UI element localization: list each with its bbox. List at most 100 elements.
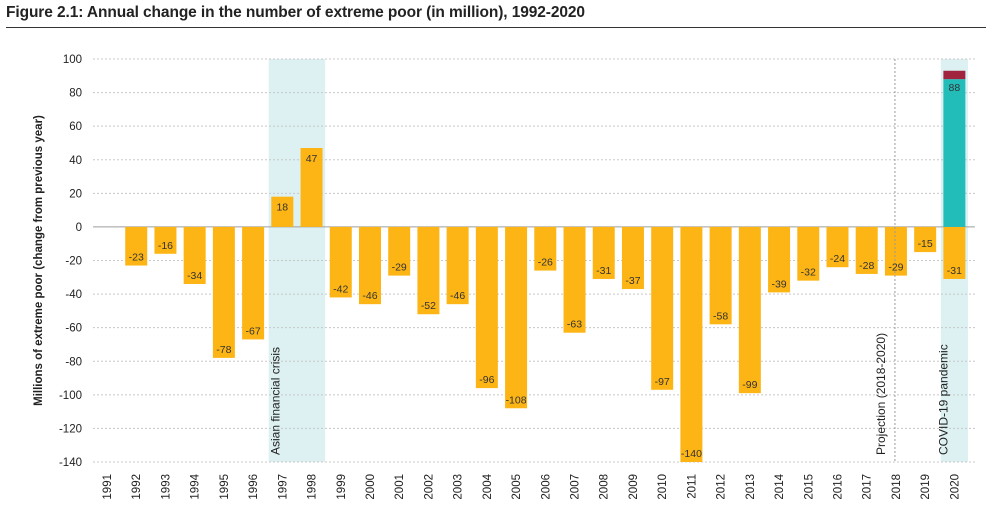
x-tick-label-1996: 1996: [248, 474, 260, 500]
bar-2002: [417, 226, 440, 315]
bar-2010: [651, 226, 674, 390]
x-axis: 1991 1992 1993 1994 1995 1996 1997 1998 1999 2000…: [102, 473, 961, 499]
y-tick-label: 40: [69, 155, 82, 167]
gridlines: [93, 58, 975, 463]
y-tick-label: -80: [65, 356, 82, 368]
value-label-2008: -31: [596, 265, 611, 277]
title-rule: [6, 27, 986, 28]
x-tick-label-1993: 1993: [160, 474, 172, 500]
bar-2004: [475, 226, 498, 389]
bar-2012: [709, 226, 732, 325]
bar-2013: [738, 226, 761, 394]
value-label-2003: -46: [450, 290, 465, 302]
x-tick-label-1997: 1997: [277, 474, 289, 500]
x-tick-label-2020: 2020: [949, 474, 961, 500]
value-label-2009: -37: [625, 275, 640, 287]
y-tick-label: -140: [59, 457, 82, 469]
y-tick-label: 80: [69, 88, 82, 100]
value-label-2002: -52: [421, 300, 436, 312]
x-tick-label-2008: 2008: [599, 474, 611, 500]
value-label-2012: -58: [713, 310, 728, 322]
bar-1992: [125, 226, 148, 266]
x-tick-label-2011: 2011: [686, 474, 698, 499]
bar-2016: [826, 226, 849, 268]
bar-2008: [592, 226, 615, 279]
y-tick-label: 60: [69, 121, 82, 133]
bar-2018: [884, 226, 907, 276]
x-tick-label-1992: 1992: [131, 474, 143, 500]
value-label-2016: -24: [830, 253, 845, 265]
bar-2000: [358, 226, 381, 305]
x-tick-label-2006: 2006: [540, 474, 552, 500]
value-label-1996: -67: [246, 325, 261, 337]
x-tick-label-1998: 1998: [307, 474, 319, 500]
x-tick-label-1999: 1999: [336, 474, 348, 500]
x-tick-label-2016: 2016: [833, 474, 845, 500]
x-tick-label-2009: 2009: [628, 474, 640, 500]
bar-2015: [797, 226, 820, 281]
value-label-2015: -32: [801, 267, 816, 279]
annotation-asian-crisis: Asian financial crisis: [268, 347, 282, 455]
bar-2014: [768, 226, 791, 293]
x-tick-label-2012: 2012: [716, 474, 728, 500]
y-axis-title: Millions of extreme poor (change from pr…: [33, 115, 45, 406]
x-tick-label-2013: 2013: [745, 474, 757, 500]
x-tick-label-1995: 1995: [219, 474, 231, 500]
y-tick-label: -40: [65, 289, 82, 301]
bar-2003: [446, 226, 469, 305]
value-label-1994: -34: [187, 270, 202, 282]
y-tick-label: 20: [69, 188, 82, 200]
annotation-covid: COVID-19 pandemic: [936, 344, 950, 455]
value-label-1998: 47: [306, 153, 318, 165]
x-tick-label-2005: 2005: [511, 474, 523, 500]
bar-2017: [855, 226, 878, 274]
y-tick-label: -20: [65, 256, 82, 268]
value-label-2000: -46: [362, 290, 377, 302]
value-label-2018: -29: [888, 262, 903, 274]
x-tick-label-2000: 2000: [365, 474, 377, 500]
bar-2007: [563, 226, 586, 333]
value-label-2017: -28: [859, 260, 874, 272]
x-tick-label-2019: 2019: [920, 474, 932, 500]
value-label-2013: -99: [742, 379, 757, 391]
x-tick-label-2004: 2004: [482, 473, 494, 499]
value-label-1995: -78: [216, 344, 231, 356]
value-label-2006: -26: [538, 257, 553, 269]
bar-2005: [505, 226, 528, 409]
x-tick-label-2014: 2014: [774, 473, 786, 499]
annotation-projection: Projection (2018-2020): [874, 333, 888, 455]
x-tick-label-2003: 2003: [453, 474, 465, 500]
value-label-2014: -39: [771, 278, 786, 290]
x-tick-label-1994: 1994: [190, 473, 202, 499]
figure-title: Figure 2.1: Annual change in the number …: [6, 4, 585, 21]
bar-1996: [242, 226, 265, 340]
x-tick-label-1991: 1991: [102, 474, 114, 500]
y-tick-label: -60: [65, 323, 82, 335]
value-label-1993: -16: [158, 240, 173, 252]
bar-2009: [621, 226, 644, 290]
annotations: Asian financial crisis COVID-19 pandemic P…: [268, 333, 950, 455]
value-label-1997: 18: [276, 202, 288, 214]
bar-2006: [534, 226, 557, 271]
value-label-1992: -23: [129, 252, 144, 264]
bar-2001: [388, 226, 411, 276]
bar-2019: [914, 226, 937, 253]
x-tick-label-2015: 2015: [803, 474, 815, 500]
x-tick-label-2001: 2001: [394, 474, 406, 500]
covid-bar-top: [943, 70, 966, 80]
bar-2020: [943, 226, 966, 279]
covid-bar-base: [943, 79, 966, 227]
y-tick-label: -120: [59, 423, 82, 435]
x-tick-label-2007: 2007: [570, 474, 582, 500]
bars: [125, 70, 966, 462]
bar-1995: [212, 226, 235, 358]
y-tick-label: 100: [63, 54, 82, 66]
y-tick-label: -100: [59, 390, 82, 402]
value-label-2010: -97: [655, 376, 670, 388]
y-axis: 100 80 60 40 20 0 -20 -40 -60 -80 -100 -120 -140 Mill…: [33, 54, 82, 469]
data-labels: -23 -16 -34 -78 -67 18 47 -42 -46 -29 -52 -46 -96 -10…: [129, 82, 962, 460]
bar-1998: [300, 147, 323, 227]
value-label-2020: -31: [947, 265, 962, 277]
value-label-2004: -96: [479, 374, 494, 386]
